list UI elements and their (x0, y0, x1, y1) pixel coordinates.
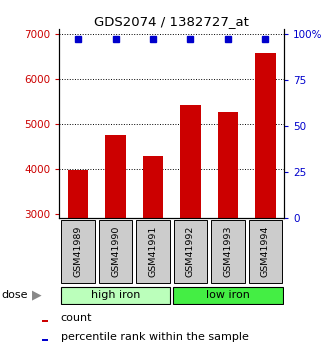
Bar (68, 169, 88, 218)
Bar (42, 339, 48, 341)
Text: GSM41991: GSM41991 (149, 226, 158, 277)
FancyBboxPatch shape (174, 220, 207, 283)
Text: low iron: low iron (206, 290, 250, 300)
FancyBboxPatch shape (211, 220, 245, 283)
Bar (180, 105, 201, 218)
Text: GSM41992: GSM41992 (186, 226, 195, 277)
Text: percentile rank within the sample: percentile rank within the sample (61, 333, 249, 343)
FancyBboxPatch shape (173, 286, 282, 304)
Bar (218, 111, 238, 218)
Text: count: count (61, 313, 92, 323)
Text: GSM41990: GSM41990 (111, 226, 120, 277)
Text: high iron: high iron (91, 290, 140, 300)
Text: dose: dose (2, 290, 28, 300)
FancyBboxPatch shape (61, 220, 95, 283)
Text: GSM41989: GSM41989 (74, 226, 82, 277)
Bar (42, 320, 48, 322)
Title: GDS2074 / 1382727_at: GDS2074 / 1382727_at (94, 15, 249, 28)
FancyBboxPatch shape (99, 220, 132, 283)
FancyBboxPatch shape (61, 286, 170, 304)
Text: GSM41993: GSM41993 (223, 226, 232, 277)
Text: GSM41994: GSM41994 (261, 226, 270, 277)
Bar (255, 53, 276, 218)
FancyBboxPatch shape (248, 220, 282, 283)
FancyBboxPatch shape (136, 220, 170, 283)
Bar (143, 156, 163, 218)
Text: ▶: ▶ (32, 289, 42, 302)
Bar (105, 135, 126, 218)
